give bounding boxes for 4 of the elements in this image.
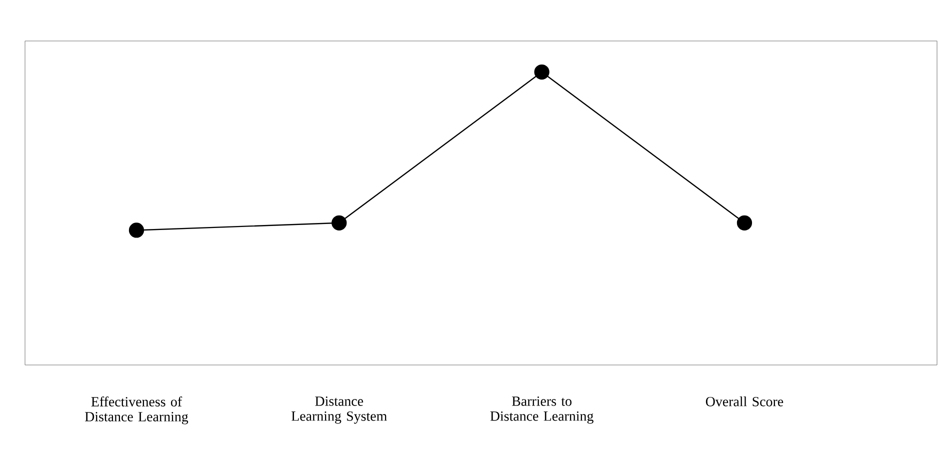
x-tick-label: Effectiveness of Distance Learning <box>84 396 188 424</box>
x-tick-label: Distance Learning System <box>292 396 387 424</box>
x-tick-label: Barriers to Distance Learning <box>490 396 594 424</box>
x-tick-label: Overall Score <box>706 396 784 406</box>
